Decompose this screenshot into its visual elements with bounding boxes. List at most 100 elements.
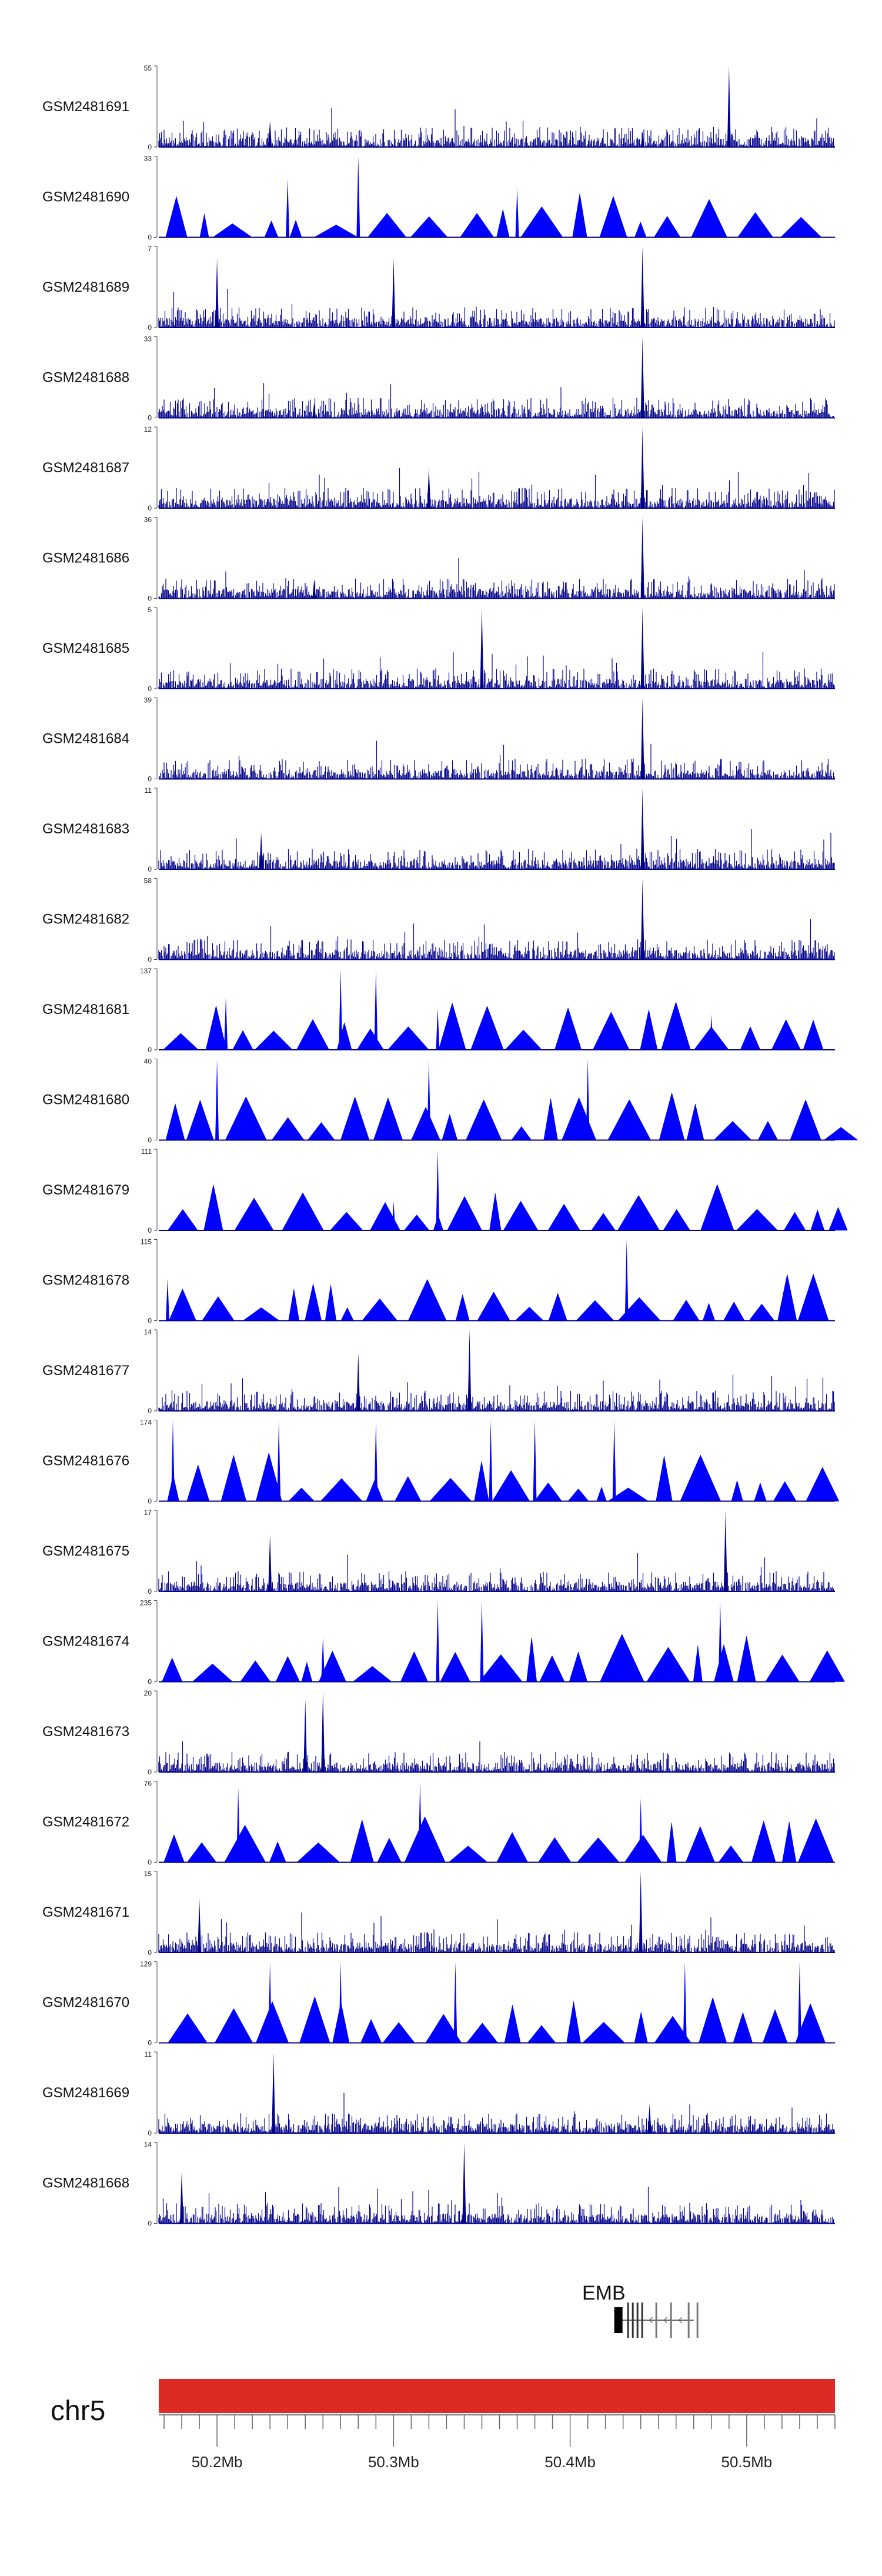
track-peak [727, 66, 731, 147]
gene-strand-arrow [649, 2317, 653, 2324]
gene-exon [636, 2303, 639, 2338]
track-ymax-label: 115 [141, 1238, 152, 1246]
track-GSM2481687: 12 0 GSM2481687 [42, 425, 835, 512]
track-ymin-label: 0 [148, 775, 152, 783]
track-peak [640, 788, 644, 869]
track-peak [489, 1420, 493, 1501]
track-signal [163, 1816, 834, 1863]
track-GSM2481668: 14 0 GSM2481668 [42, 2141, 835, 2228]
gene-exon [641, 2303, 643, 2338]
track-ymin-label: 0 [148, 2039, 152, 2047]
track-ymax-label: 33 [144, 155, 152, 163]
track-label: GSM2481673 [42, 1724, 129, 1740]
track-ymax-label: 5 [148, 606, 152, 614]
track-GSM2481680: 40 0 GSM2481680 [42, 1057, 858, 1144]
track-label: GSM2481670 [42, 1995, 129, 2011]
track-peak [392, 258, 396, 328]
track-GSM2481672: 76 0 GSM2481672 [42, 1780, 835, 1867]
track-peak [586, 1059, 590, 1140]
track-label: GSM2481683 [42, 821, 129, 837]
axis-tick-label: 50.2Mb [192, 2453, 243, 2471]
track-GSM2481689: 7 0 GSM2481689 [42, 245, 835, 332]
gene-label: EMB [582, 2282, 626, 2304]
track-signal [158, 289, 835, 328]
track-peak [198, 1898, 202, 1953]
track-peak [312, 580, 316, 599]
track-ymax-label: 17 [144, 1509, 152, 1517]
track-ymin-label: 0 [148, 1226, 152, 1234]
track-peak [286, 178, 290, 238]
track-peak [640, 246, 644, 328]
gene-exon [687, 2303, 690, 2338]
track-peak [321, 1637, 325, 1682]
track-ymax-label: 129 [140, 1960, 152, 1968]
track-GSM2481682: 58 0 GSM2481682 [42, 877, 835, 964]
track-ymin-label: 0 [148, 233, 152, 242]
track-peak [647, 2103, 652, 2133]
track-GSM2481677: 14 0 GSM2481677 [42, 1328, 835, 1415]
track-peak [392, 1201, 396, 1230]
gene-strand-arrow [663, 2317, 668, 2324]
track-peak [259, 832, 263, 869]
track-GSM2481674: 235 0 GSM2481674 [42, 1599, 846, 1686]
track-peak [268, 120, 272, 147]
track-ymin-label: 0 [148, 865, 152, 873]
track-GSM2481685: 5 0 GSM2481685 [42, 606, 835, 693]
track-peak [640, 698, 644, 779]
axis-tick-label: 50.5Mb [721, 2453, 773, 2471]
track-GSM2481670: 129 0 GSM2481670 [42, 1960, 835, 2047]
track-ymax-label: 235 [140, 1599, 152, 1607]
track-GSM2481686: 36 0 GSM2481686 [42, 516, 835, 603]
track-ymin-label: 0 [148, 414, 152, 422]
track-peak [272, 2052, 276, 2133]
gene-model [614, 2303, 699, 2338]
track-signal [167, 1183, 848, 1231]
track-peak [180, 2171, 184, 2224]
track-peak [462, 2142, 466, 2224]
track-ymax-label: 14 [144, 1328, 152, 1336]
track-signal [158, 1374, 835, 1411]
track-label: GSM2481686 [42, 550, 129, 566]
track-signal [158, 383, 835, 418]
track-GSM2481684: 39 0 GSM2481684 [42, 696, 835, 783]
track-label: GSM2481688 [42, 370, 129, 386]
track-ymin-label: 0 [148, 1858, 152, 1867]
track-ymax-label: 12 [144, 425, 152, 433]
track-peak [453, 1961, 457, 2043]
axis-tick-label: 50.4Mb [544, 2453, 596, 2471]
track-label: GSM2481678 [42, 1273, 129, 1289]
track-peak [374, 969, 378, 1050]
track-signal [158, 558, 835, 599]
track-GSM2481675: 17 0 GSM2481675 [42, 1509, 835, 1596]
track-GSM2481673: 20 0 GSM2481673 [42, 1689, 835, 1776]
track-peak [339, 1961, 343, 2043]
track-peak [436, 1008, 440, 1050]
track-ymin-label: 0 [148, 956, 152, 964]
track-peak [624, 1239, 629, 1321]
track-peak [356, 1353, 360, 1411]
gene-exon [614, 2307, 623, 2333]
track-ymin-label: 0 [148, 1497, 152, 1506]
track-ymin-label: 0 [148, 1046, 152, 1054]
track-peak [427, 1059, 431, 1140]
track-ymax-label: 7 [148, 245, 152, 253]
track-ymax-label: 39 [144, 696, 152, 705]
track-label: GSM2481676 [42, 1453, 129, 1469]
track-peak [640, 132, 644, 147]
track-ymax-label: 20 [144, 1689, 152, 1697]
genome-axis: 50.2Mb 50.3Mb 50.4Mb 50.5Mb [159, 2414, 836, 2471]
track-signal [165, 1092, 858, 1140]
track-peak [640, 878, 644, 960]
track-signal [158, 468, 835, 508]
track-peak [797, 1961, 801, 2043]
track-label: GSM2481679 [42, 1182, 129, 1198]
track-signal [167, 1452, 840, 1501]
track-label: GSM2481675 [42, 1543, 129, 1559]
track-signal [158, 2187, 835, 2224]
track-label: GSM2481672 [42, 1814, 129, 1830]
track-ymin-label: 0 [148, 504, 152, 512]
track-ymin-label: 0 [148, 323, 152, 332]
track-ymin-label: 0 [148, 1587, 152, 1596]
track-ymin-label: 0 [148, 1948, 152, 1957]
